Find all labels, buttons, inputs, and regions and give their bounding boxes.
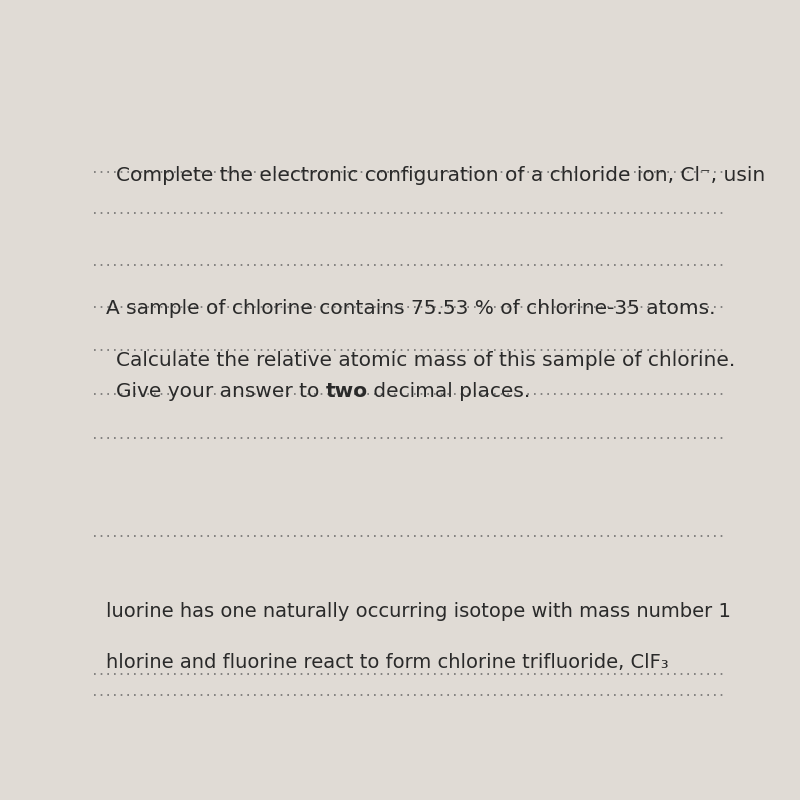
Text: two: two [326,382,367,401]
Text: A sample of chlorine contains 75.53 % of chlorine-35 atoms.: A sample of chlorine contains 75.53 % of… [106,298,716,318]
Text: Calculate the relative atomic mass of this sample of chlorine.: Calculate the relative atomic mass of th… [115,351,734,370]
Text: Complete the electronic configuration of a chloride ion, Cl⁻, usin: Complete the electronic configuration of… [115,166,765,185]
Text: hlorine and fluorine react to form chlorine trifluoride, ClF₃: hlorine and fluorine react to form chlor… [106,653,669,672]
Text: decimal places.: decimal places. [367,382,530,401]
Text: luorine has one naturally occurring isotope with mass number 1: luorine has one naturally occurring isot… [106,602,731,621]
Text: Give your answer to: Give your answer to [115,382,326,401]
